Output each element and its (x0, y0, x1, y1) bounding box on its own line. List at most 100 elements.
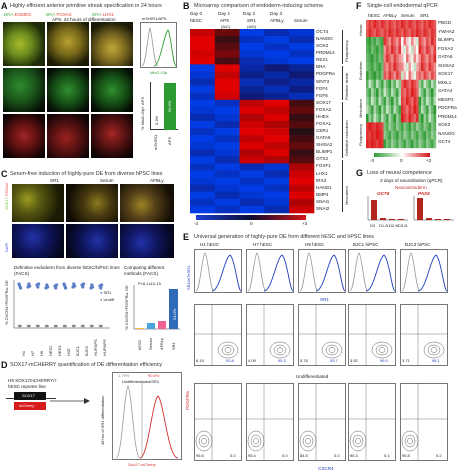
heatmap-b-cell (289, 184, 298, 193)
panel-e-undiff-contour (400, 383, 448, 461)
heatmap-b-cell (190, 92, 199, 101)
heatmap-b-cell (289, 99, 298, 108)
heatmap-b-cell (214, 142, 224, 150)
heatmap-b-cell (223, 113, 232, 122)
heatmap-b-cell (280, 50, 290, 58)
panel-d-title: SOX17-mCHERRY quantification of DE diffe… (10, 362, 163, 368)
panel-b-gene-label: BLIMP1 (316, 149, 333, 155)
panel-a-bar-value-1: 0.3% (154, 115, 159, 125)
panel-e-sr1-contour-lines (400, 304, 448, 366)
panel-e-line-1: H1 hESC (200, 242, 220, 247)
heatmap-b-cell (247, 191, 257, 200)
panel-b-gene-label: SOX17 (316, 99, 331, 105)
panel-b-gene-label: FOXA2 (316, 106, 332, 112)
heatmap-f-cell (376, 37, 379, 46)
heatmap-b-cell (247, 92, 257, 101)
heatmap-f-cell (433, 139, 437, 149)
panel-d-letter: D (1, 360, 8, 370)
heatmap-f-cell (378, 62, 382, 72)
heatmap-f-cell (396, 122, 399, 132)
panel-a-bar-ylabel: % Mixl1-Gfp+ APS (140, 96, 145, 130)
heatmap-b-cell (247, 177, 257, 185)
heatmap-b-cell (206, 163, 216, 171)
heatmap-f-cell (401, 139, 404, 149)
heatmap-b-cell (214, 29, 224, 37)
heatmap-b-cell (256, 191, 265, 200)
heatmap-f-cell (376, 62, 379, 72)
heatmap-b-cell (305, 177, 315, 185)
heatmap-b-cell (190, 135, 199, 143)
heatmap-f-cell (376, 71, 379, 80)
heatmap-f-cell (373, 96, 377, 106)
panel-c-dot-line-label: BJC3 (84, 346, 89, 356)
panel-a-micro-3 (91, 22, 133, 66)
heatmap-b-cell (206, 43, 216, 51)
heatmap-b-cell (223, 29, 232, 37)
heatmap-b-cell (256, 205, 265, 214)
panel-e-sr1-left-value: 3.71 (402, 358, 410, 363)
heatmap-b-cell (231, 121, 240, 129)
heatmap-b-cell (289, 191, 298, 200)
panel-d-hist-legend: Undifferentiated/SR1 (122, 379, 160, 384)
heatmap-f-cell (421, 45, 424, 55)
heatmap-b-cell (264, 128, 273, 136)
panel-b-day-0: Day 0 (190, 11, 203, 16)
heatmap-b-cell (305, 64, 315, 72)
panel-f-gene-label: SOX2 (438, 122, 451, 128)
heatmap-b-cell (190, 121, 199, 129)
heatmap-b-cell (297, 121, 307, 129)
heatmap-b-cell (289, 64, 298, 72)
heatmap-f-cell (433, 79, 437, 89)
heatmap-f-cell (423, 105, 427, 115)
heatmap-f-cell (426, 105, 429, 115)
heatmap-f-cell (391, 79, 394, 89)
heatmap-b-cell (272, 135, 282, 143)
panel-c-img-5 (66, 224, 118, 258)
heatmap-f-cell (413, 113, 417, 123)
heatmap-b-cell (214, 135, 224, 143)
heatmap-b-cell (198, 149, 207, 157)
heatmap-b-cell (297, 92, 307, 101)
panel-e-sr1-value: 96.0 (380, 358, 388, 363)
heatmap-b-cell (206, 36, 216, 44)
heatmap-b-cell (289, 177, 298, 185)
heatmap-b-cell (214, 163, 224, 171)
heatmap-f-cell (433, 88, 437, 97)
heatmap-b-cell (264, 106, 273, 115)
panel-c-bar-cat-4: SR1 (171, 342, 176, 350)
heatmap-f-cell (421, 28, 424, 38)
heatmap-f-cell (423, 28, 427, 38)
heatmap-f-cell (393, 28, 397, 38)
heatmap-f-cell (433, 37, 437, 46)
heatmap-b-cell (223, 50, 232, 58)
heatmap-b-cell (198, 78, 207, 86)
panel-b-scale-min: -3 (194, 221, 199, 226)
heatmap-f-cell (371, 20, 374, 29)
heatmap-f-cell (413, 88, 417, 97)
heatmap-f-cell (393, 122, 397, 132)
heatmap-f-cell (416, 88, 419, 97)
heatmap-b-cell (264, 57, 273, 65)
dot-sr1 (82, 282, 86, 286)
heatmap-f-cell (418, 105, 422, 115)
heatmap-f-cell (366, 79, 369, 89)
panel-c-channel-sox17: SOX17 FOXA2 (4, 182, 9, 210)
heatmap-b-cell (297, 78, 307, 86)
heatmap-f-cell (376, 96, 379, 106)
heatmap-f-cell (368, 28, 372, 38)
heatmap-b-cell (190, 184, 199, 193)
heatmap-f-cell (371, 113, 374, 123)
heatmap-f-cell (373, 105, 377, 115)
panel-e-sr1-left-value: 3.52 (350, 358, 358, 363)
dot-undiff (37, 324, 40, 328)
heatmap-b-cell (264, 142, 273, 150)
heatmap-f-cell (403, 37, 407, 46)
heatmap-f-cell (368, 37, 372, 46)
heatmap-f-cell (428, 79, 432, 89)
heatmap-f-cell (366, 88, 369, 97)
heatmap-b-cell (198, 43, 207, 51)
heatmap-f-cell (403, 130, 407, 140)
heatmap-f-cell (386, 28, 389, 38)
panel-c-img-sr1: SR1 (50, 178, 59, 183)
heatmap-b-cell (206, 135, 216, 143)
